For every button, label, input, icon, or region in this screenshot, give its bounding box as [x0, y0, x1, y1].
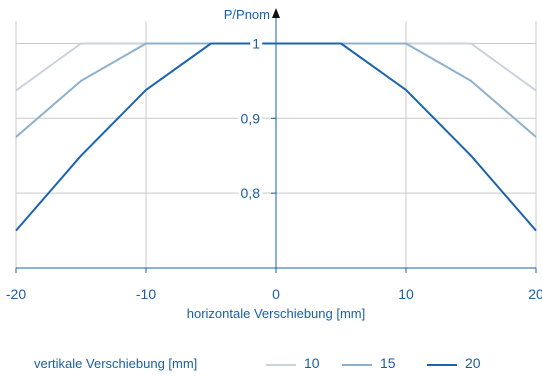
- line-chart: -20 -10 0 10 20 0,8 0,9 1 P/Pnom horizontale Vers…: [6, 7, 542, 321]
- legend-title: vertikale Verschiebung [mm]: [34, 356, 198, 371]
- data-series: [15, 42, 537, 232]
- legend: vertikale Verschiebung [mm] 10 15 20: [0, 355, 542, 376]
- y-tick-label: 0,9: [241, 110, 261, 126]
- y-tick-label-bg: [250, 35, 263, 52]
- x-tick-label: -20: [6, 286, 26, 302]
- y-axis-arrow-icon: [272, 8, 280, 18]
- y-tick-label: 0,8: [241, 185, 261, 201]
- y-tick-label-bg: [238, 110, 263, 127]
- x-tick-label: 10: [398, 286, 414, 302]
- legend-swatch: [266, 364, 296, 366]
- legend-swatch: [342, 364, 372, 366]
- series-line-20: [15, 42, 537, 232]
- tick-labels: -20 -10 0 10 20 0,8 0,9 1 P/Pnom horizontale Vers…: [6, 7, 542, 321]
- legend-label: 20: [465, 355, 481, 371]
- legend-label: 10: [304, 355, 320, 371]
- y-tick-label-bg: [238, 185, 263, 202]
- x-axis-label: horizontale Verschiebung [mm]: [187, 306, 365, 321]
- axes: [15, 8, 537, 273]
- y-tick-label: 1: [252, 35, 260, 51]
- x-tick-label: 0: [272, 286, 280, 302]
- x-tick-label: -10: [136, 286, 156, 302]
- x-tick-label: 20: [528, 286, 542, 302]
- legend-swatch: [427, 364, 457, 366]
- y-axis-label: P/Pnom: [224, 7, 270, 22]
- legend-label: 15: [380, 355, 396, 371]
